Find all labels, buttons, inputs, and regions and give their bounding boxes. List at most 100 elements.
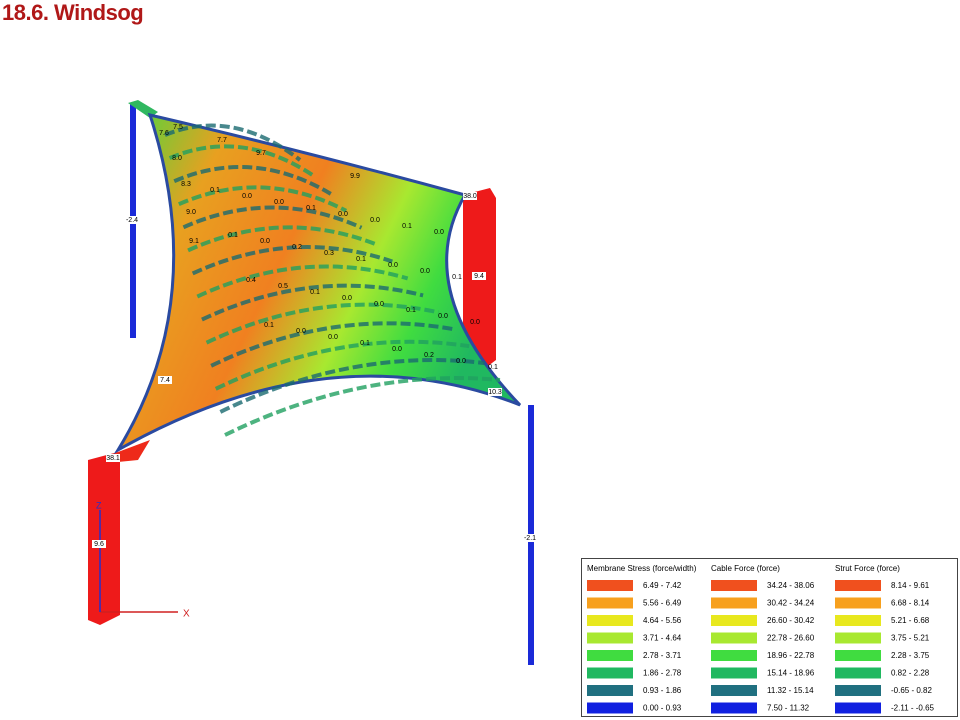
stress-label: 0.1 (264, 322, 274, 329)
legend-swatch (711, 632, 757, 644)
cable-label: 7.5 (173, 124, 183, 131)
stress-label: 0.0 (260, 238, 270, 245)
label-box (472, 272, 486, 280)
legend-swatch (835, 667, 881, 679)
stress-label: 0.0 (342, 295, 352, 302)
stress-label: 0.1 (402, 223, 412, 230)
stress-label: 0.0 (374, 301, 384, 308)
stress-label: 0.1 (228, 232, 238, 239)
legend-swatch (587, 685, 633, 696)
axis-label: X (183, 609, 190, 620)
legend-swatch (587, 667, 633, 679)
label-box (158, 376, 172, 384)
cable-label: 7.6 (159, 130, 169, 137)
stress-label: 0.2 (292, 244, 302, 251)
legend-range: -2.11 - -0.65 (891, 704, 935, 713)
legend-swatch (711, 702, 757, 714)
cable-label: 7.7 (217, 137, 227, 144)
legend-swatch (835, 597, 881, 609)
legend-swatch (587, 702, 633, 714)
force-label: 38.1 (106, 455, 120, 462)
stress-label: 0.0 (370, 217, 380, 224)
strut (88, 452, 120, 625)
cable-label: 9.1 (189, 238, 199, 245)
cable (201, 283, 424, 322)
cable-label: 9.7 (256, 150, 266, 157)
legend-range: 6.68 - 8.14 (891, 599, 930, 608)
legend-swatch (587, 650, 633, 661)
label-box (488, 388, 502, 396)
legend: Membrane Stress (force/width) 6.49 - 7.42… (581, 558, 958, 717)
cable-label: 8.3 (181, 181, 191, 188)
stress-label: 0.0 (328, 334, 338, 341)
cable (178, 185, 348, 213)
label-box (463, 192, 477, 200)
stress-label: 0.0 (242, 193, 252, 200)
legend-range: 7.50 - 11.32 (767, 704, 810, 713)
stress-label: 0.0 (470, 319, 480, 326)
legend-range: 15.14 - 18.96 (767, 669, 815, 678)
axis-label: Z (96, 500, 102, 510)
legend-range: 6.49 - 7.42 (643, 581, 682, 590)
force-label: 9.4 (474, 273, 484, 280)
label-box (125, 216, 139, 224)
legend-swatch (711, 667, 757, 679)
cable (219, 358, 485, 414)
stress-label: 0.4 (246, 277, 256, 284)
legend-range: 18.96 - 22.78 (767, 651, 815, 660)
force-label: -2.4 (126, 217, 138, 224)
cable (210, 321, 455, 368)
legend-swatch (711, 580, 757, 591)
legend-swatch (711, 650, 757, 661)
cable-label: 9.0 (186, 209, 196, 216)
label-box (106, 454, 120, 462)
legend-swatch (835, 650, 881, 661)
force-label: -2.1 (524, 535, 536, 542)
legend-swatch (835, 702, 881, 714)
stress-label: 0.1 (488, 364, 498, 371)
legend-header: Membrane Stress (force/width) (587, 564, 697, 573)
legend-range: 5.56 - 6.49 (643, 599, 682, 608)
stress-label: 0.0 (434, 229, 444, 236)
legend-range: 0.00 - 0.93 (643, 704, 682, 713)
label-box (523, 534, 537, 542)
cable (173, 165, 332, 196)
force-label: 38.0 (463, 193, 477, 200)
cable (164, 123, 302, 162)
force-label: 10.3 (488, 389, 502, 396)
legend-range: 26.60 - 30.42 (767, 616, 815, 625)
legend-range: 5.21 - 6.68 (891, 616, 930, 625)
cable-label: 8.0 (172, 155, 182, 162)
stress-label: 0.0 (274, 199, 284, 206)
stress-label: 0.0 (456, 358, 466, 365)
legend-range: 0.82 - 2.28 (891, 669, 930, 678)
legend-swatch (587, 580, 633, 591)
legend-range: 2.78 - 3.71 (643, 651, 682, 660)
legend-frame (581, 558, 958, 717)
page-title: 18.6. Windsog (2, 0, 144, 25)
stress-label: 0.1 (310, 289, 320, 296)
stress-label: 0.0 (296, 328, 306, 335)
stress-label: 0.1 (210, 187, 220, 194)
stripes (164, 123, 501, 437)
cable (182, 205, 363, 230)
strut-head (128, 100, 158, 118)
legend-swatch (835, 632, 881, 644)
legend-range: 1.86 - 2.78 (643, 669, 682, 678)
legend-range: 0.93 - 1.86 (643, 686, 682, 695)
stress-label: 0.5 (278, 283, 288, 290)
cable (191, 245, 393, 276)
cable (205, 302, 439, 345)
force-label: 7.4 (160, 377, 170, 384)
stress-label: 0.0 (438, 313, 448, 320)
stress-label: 0.0 (338, 211, 348, 218)
cable (196, 264, 409, 299)
legend-range: -0.65 - 0.82 (891, 686, 932, 695)
legend-swatch (835, 685, 881, 696)
cable (214, 339, 470, 391)
legend-swatch (587, 632, 633, 644)
stress-label: 0.1 (406, 307, 416, 314)
legend-swatch (711, 597, 757, 609)
